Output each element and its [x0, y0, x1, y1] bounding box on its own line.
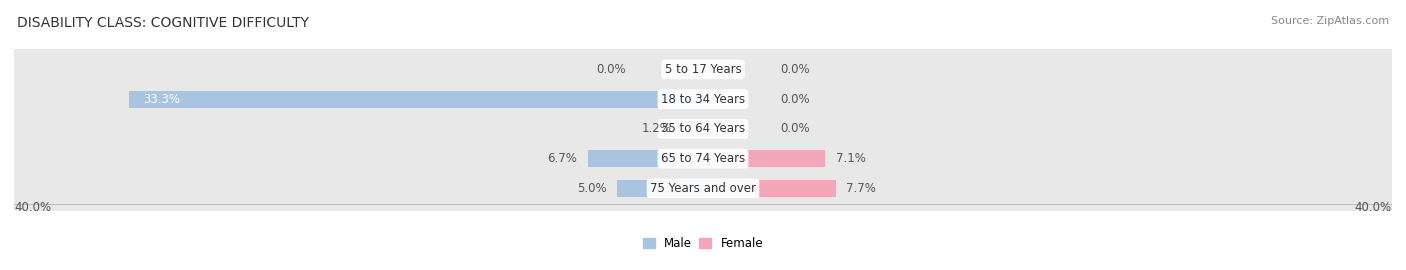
Text: 40.0%: 40.0% [14, 201, 51, 214]
FancyBboxPatch shape [11, 166, 1395, 211]
Text: 6.7%: 6.7% [547, 152, 578, 165]
FancyBboxPatch shape [11, 136, 1395, 181]
Text: 7.7%: 7.7% [846, 182, 876, 195]
Text: DISABILITY CLASS: COGNITIVE DIFFICULTY: DISABILITY CLASS: COGNITIVE DIFFICULTY [17, 16, 309, 30]
Text: 5 to 17 Years: 5 to 17 Years [665, 63, 741, 76]
Text: 18 to 34 Years: 18 to 34 Years [661, 93, 745, 106]
Text: 0.0%: 0.0% [780, 63, 810, 76]
Bar [682, 120, 703, 137]
Text: 0.0%: 0.0% [780, 122, 810, 135]
Text: 35 to 64 Years: 35 to 64 Years [661, 122, 745, 135]
Bar [617, 180, 703, 197]
Text: 0.0%: 0.0% [780, 93, 810, 106]
Text: 5.0%: 5.0% [576, 182, 606, 195]
Text: 65 to 74 Years: 65 to 74 Years [661, 152, 745, 165]
FancyBboxPatch shape [11, 47, 1395, 92]
Bar [703, 150, 825, 167]
Bar [129, 90, 703, 108]
FancyBboxPatch shape [11, 106, 1395, 151]
Text: 1.2%: 1.2% [643, 122, 672, 135]
Bar [703, 180, 835, 197]
Text: 75 Years and over: 75 Years and over [650, 182, 756, 195]
Bar [588, 150, 703, 167]
Legend: Male, Female: Male, Female [643, 237, 763, 250]
Text: 0.0%: 0.0% [596, 63, 626, 76]
Text: 33.3%: 33.3% [143, 93, 180, 106]
Text: Source: ZipAtlas.com: Source: ZipAtlas.com [1271, 16, 1389, 26]
Text: 7.1%: 7.1% [835, 152, 866, 165]
FancyBboxPatch shape [11, 76, 1395, 122]
Text: 40.0%: 40.0% [1355, 201, 1392, 214]
